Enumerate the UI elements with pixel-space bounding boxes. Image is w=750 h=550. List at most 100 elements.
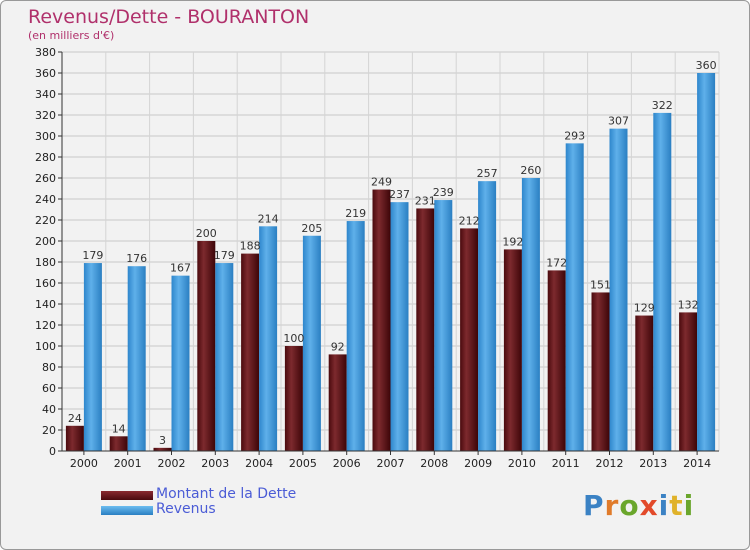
bar-revenus-2006 [346, 221, 365, 451]
bar-dette-2008 [416, 208, 435, 451]
axes: 0 20 40 60 80 100 120 140 160 180 200 220 240 260 280 3… [35, 46, 719, 470]
bar-dette-2000 [65, 425, 84, 451]
x-tick-label: 2012 [596, 457, 624, 470]
data-label-revenus: 293 [564, 129, 585, 142]
x-tick-label: 2002 [158, 457, 186, 470]
data-label-revenus: 239 [433, 186, 454, 199]
data-label-dette: 100 [283, 332, 304, 345]
x-tick-label: 2006 [333, 457, 361, 470]
y-tick-label: 180 [35, 256, 56, 269]
chart-subtitle: (en milliers d'€) [28, 29, 115, 42]
logo-letter: r [604, 489, 620, 522]
logo-letter: o [619, 489, 640, 522]
logo-letter: i [683, 489, 695, 522]
logo-letter: i [658, 489, 670, 522]
y-tick-label: 220 [35, 214, 56, 227]
data-label-dette: 92 [331, 340, 345, 353]
y-tick-label: 280 [35, 151, 56, 164]
x-tick-label: 2007 [377, 457, 405, 470]
chart-title: Revenus/Dette - BOURANTON [28, 6, 310, 28]
data-label-dette: 132 [678, 298, 699, 311]
y-tick-label: 80 [42, 361, 56, 374]
bar-dette-2010 [503, 249, 522, 451]
bar-revenus-2012 [609, 128, 628, 451]
x-tick-label: 2005 [289, 457, 317, 470]
data-label-dette: 3 [159, 434, 166, 447]
legend-swatch-dette [101, 491, 153, 500]
y-tick-label: 300 [35, 130, 56, 143]
y-tick-label: 320 [35, 109, 56, 122]
data-label-dette: 24 [68, 412, 82, 425]
y-tick-label: 160 [35, 277, 56, 290]
bar-revenus-2014 [697, 73, 716, 451]
data-label-revenus: 179 [214, 249, 235, 262]
legend-swatch-revenus [101, 506, 153, 515]
y-tick-label: 200 [35, 235, 56, 248]
y-tick-label: 60 [42, 382, 56, 395]
bar-revenus-2007 [390, 202, 409, 451]
y-tick-label: 20 [42, 424, 56, 437]
data-label-revenus: 322 [652, 99, 673, 112]
bar-dette-2006 [328, 354, 347, 451]
y-tick-label: 40 [42, 403, 56, 416]
x-tick-label: 2013 [639, 457, 667, 470]
x-tick-label: 2008 [420, 457, 448, 470]
data-label-revenus: 176 [126, 252, 147, 265]
bar-dette-2002 [153, 447, 172, 451]
bar-revenus-2008 [434, 200, 453, 451]
y-tick-label: 360 [35, 67, 56, 80]
bar-dette-2001 [109, 436, 128, 451]
data-label-dette: 188 [240, 240, 261, 253]
bar-revenus-2003 [215, 263, 234, 451]
bar-dette-2012 [591, 292, 610, 451]
x-tick-label: 2000 [70, 457, 98, 470]
data-label-dette: 249 [371, 176, 392, 189]
data-label-dette: 129 [634, 302, 655, 315]
data-label-dette: 172 [546, 256, 567, 269]
data-label-revenus: 307 [608, 115, 629, 128]
bar-revenus-2009 [478, 181, 497, 451]
data-label-dette: 200 [196, 227, 217, 240]
bar-dette-2013 [635, 315, 654, 451]
data-label-dette: 14 [112, 422, 126, 435]
bar-dette-2011 [547, 270, 566, 451]
data-labels: 24 179 14 176 3 167 200 179 188 214 100 205 92 219 249… [68, 59, 717, 447]
proxiti-logo: Proxiti [583, 489, 694, 522]
y-tick-label: 140 [35, 298, 56, 311]
legend-label-revenus: Revenus [156, 501, 216, 517]
y-tick-label: 240 [35, 193, 56, 206]
data-label-dette: 231 [415, 194, 436, 207]
x-tick-label: 2004 [245, 457, 273, 470]
y-tick-label: 0 [49, 445, 56, 458]
bar-dette-2014 [679, 312, 698, 451]
data-label-revenus: 219 [345, 207, 366, 220]
data-label-revenus: 360 [696, 59, 717, 72]
bar-revenus-2000 [83, 263, 102, 451]
data-label-revenus: 257 [477, 167, 498, 180]
logo-letter: P [583, 489, 605, 522]
data-label-dette: 151 [590, 278, 611, 291]
y-tick-label: 100 [35, 340, 56, 353]
y-tick-label: 380 [35, 46, 56, 59]
x-tick-label: 2011 [552, 457, 580, 470]
y-tick-label: 120 [35, 319, 56, 332]
data-label-revenus: 214 [258, 212, 279, 225]
data-label-revenus: 179 [82, 249, 103, 262]
bar-revenus-2010 [521, 178, 540, 451]
data-label-revenus: 167 [170, 262, 191, 275]
bar-dette-2009 [460, 228, 479, 451]
bar-revenus-2004 [259, 226, 278, 451]
bar-dette-2003 [197, 241, 216, 451]
bar-revenus-2001 [127, 266, 146, 451]
bar-revenus-2005 [302, 235, 321, 451]
bar-revenus-2002 [171, 275, 190, 451]
bar-dette-2004 [241, 253, 260, 451]
y-tick-label: 340 [35, 88, 56, 101]
data-label-revenus: 205 [301, 222, 322, 235]
data-label-dette: 192 [502, 235, 523, 248]
bar-revenus-2013 [653, 112, 672, 452]
bars-group [65, 73, 716, 452]
bar-dette-2005 [284, 346, 303, 451]
x-tick-label: 2009 [464, 457, 492, 470]
